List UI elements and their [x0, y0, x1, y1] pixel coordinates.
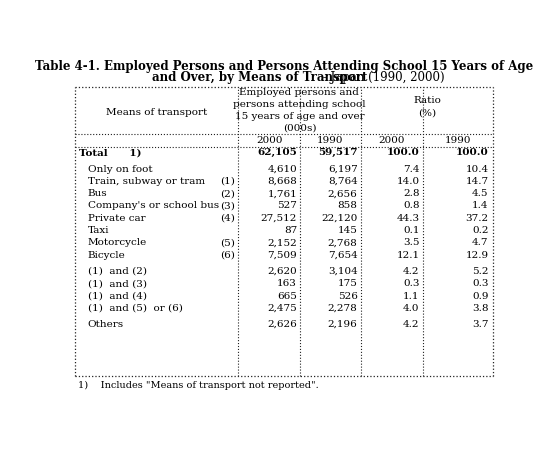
Text: Company's or school bus: Company's or school bus — [88, 202, 219, 211]
Text: 1)    Includes "Means of transport not reported".: 1) Includes "Means of transport not repo… — [78, 381, 319, 390]
Text: 2,278: 2,278 — [328, 304, 357, 313]
Text: 100.0: 100.0 — [456, 148, 489, 157]
Text: 10.4: 10.4 — [465, 164, 489, 174]
Text: 2,152: 2,152 — [268, 239, 297, 247]
Text: 7,509: 7,509 — [268, 251, 297, 260]
Text: 2000: 2000 — [378, 136, 405, 145]
Text: - Japan (1990, 2000): - Japan (1990, 2000) — [319, 71, 444, 84]
Text: 37.2: 37.2 — [465, 214, 489, 223]
Text: 59,517: 59,517 — [318, 148, 357, 157]
Text: 2,620: 2,620 — [268, 267, 297, 276]
Text: 8,668: 8,668 — [268, 177, 297, 186]
Text: (1)  and (3): (1) and (3) — [88, 279, 147, 288]
Text: Employed persons and
persons attending school
15 years of age and over
(000s): Employed persons and persons attending s… — [233, 88, 366, 133]
Text: Bicycle: Bicycle — [88, 251, 126, 260]
Text: Only on foot: Only on foot — [88, 164, 152, 174]
Text: 4.2: 4.2 — [403, 267, 419, 276]
Text: (1)  and (2): (1) and (2) — [88, 267, 147, 276]
Text: Ratio
(%): Ratio (%) — [413, 96, 441, 117]
Text: 665: 665 — [277, 291, 297, 301]
Text: Bus: Bus — [88, 189, 107, 198]
Text: Others: Others — [88, 320, 124, 329]
Text: (1)  and (5)  or (6): (1) and (5) or (6) — [88, 304, 183, 313]
Text: 1990: 1990 — [445, 136, 471, 145]
Text: 0.3: 0.3 — [472, 279, 489, 288]
Text: 2,475: 2,475 — [268, 304, 297, 313]
Text: and Over, by Means of Transport: and Over, by Means of Transport — [152, 71, 367, 84]
Text: 3.7: 3.7 — [472, 320, 489, 329]
Text: 4.0: 4.0 — [403, 304, 419, 313]
Text: 62,105: 62,105 — [258, 148, 297, 157]
Text: 12.1: 12.1 — [397, 251, 419, 260]
Text: (4): (4) — [220, 214, 235, 223]
Text: 44.3: 44.3 — [397, 214, 419, 223]
Text: 14.7: 14.7 — [465, 177, 489, 186]
Text: 7.4: 7.4 — [403, 164, 419, 174]
Text: 3,104: 3,104 — [328, 267, 357, 276]
Text: (1): (1) — [220, 177, 235, 186]
Text: Means of transport: Means of transport — [106, 108, 207, 118]
Text: 1.1: 1.1 — [403, 291, 419, 301]
Text: 27,512: 27,512 — [261, 214, 297, 223]
Text: 0.8: 0.8 — [403, 202, 419, 211]
Text: 858: 858 — [338, 202, 357, 211]
Text: 2000: 2000 — [256, 136, 283, 145]
Text: 4,610: 4,610 — [268, 164, 297, 174]
Text: 0.3: 0.3 — [403, 279, 419, 288]
Text: (2): (2) — [220, 189, 235, 198]
Text: (6): (6) — [220, 251, 235, 260]
Text: 2.8: 2.8 — [403, 189, 419, 198]
Text: 2,656: 2,656 — [328, 189, 357, 198]
Text: 0.9: 0.9 — [472, 291, 489, 301]
Text: Motorcycle: Motorcycle — [88, 239, 147, 247]
Text: 175: 175 — [338, 279, 357, 288]
Text: 4.5: 4.5 — [472, 189, 489, 198]
Text: 4.7: 4.7 — [472, 239, 489, 247]
Text: Taxi: Taxi — [88, 226, 109, 235]
Text: Private car: Private car — [88, 214, 146, 223]
Text: 3.8: 3.8 — [472, 304, 489, 313]
Text: 1990: 1990 — [317, 136, 343, 145]
Text: 5.2: 5.2 — [472, 267, 489, 276]
Text: 87: 87 — [284, 226, 297, 235]
Text: 2,196: 2,196 — [328, 320, 357, 329]
Text: 22,120: 22,120 — [321, 214, 357, 223]
Text: 2,626: 2,626 — [268, 320, 297, 329]
Text: 12.9: 12.9 — [465, 251, 489, 260]
Text: Table 4-1. Employed Persons and Persons Attending School 15 Years of Age: Table 4-1. Employed Persons and Persons … — [35, 60, 533, 73]
Text: (1)  and (4): (1) and (4) — [88, 291, 147, 301]
Text: 7,654: 7,654 — [328, 251, 357, 260]
Text: 6,197: 6,197 — [328, 164, 357, 174]
Text: 0.2: 0.2 — [472, 226, 489, 235]
Text: (3): (3) — [220, 202, 235, 211]
Text: 0.1: 0.1 — [403, 226, 419, 235]
Text: Train, subway or tram: Train, subway or tram — [88, 177, 205, 186]
Text: 8,764: 8,764 — [328, 177, 357, 186]
Text: 3.5: 3.5 — [403, 239, 419, 247]
Text: 163: 163 — [277, 279, 297, 288]
Text: Total      1): Total 1) — [79, 148, 141, 157]
Text: 14.0: 14.0 — [397, 177, 419, 186]
Text: (5): (5) — [220, 239, 235, 247]
Text: 1,761: 1,761 — [268, 189, 297, 198]
Text: 527: 527 — [277, 202, 297, 211]
Text: 2,768: 2,768 — [328, 239, 357, 247]
Text: 145: 145 — [338, 226, 357, 235]
Text: 4.2: 4.2 — [403, 320, 419, 329]
Text: 1.4: 1.4 — [472, 202, 489, 211]
Text: 100.0: 100.0 — [387, 148, 419, 157]
Text: 526: 526 — [338, 291, 357, 301]
